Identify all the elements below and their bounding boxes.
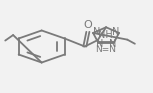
- Text: N: N: [96, 39, 103, 49]
- Text: N=N: N=N: [96, 45, 117, 54]
- Text: N: N: [93, 27, 100, 37]
- Text: N: N: [109, 39, 116, 49]
- Text: NH: NH: [99, 30, 113, 40]
- Text: N: N: [112, 27, 119, 37]
- Text: O: O: [84, 20, 92, 31]
